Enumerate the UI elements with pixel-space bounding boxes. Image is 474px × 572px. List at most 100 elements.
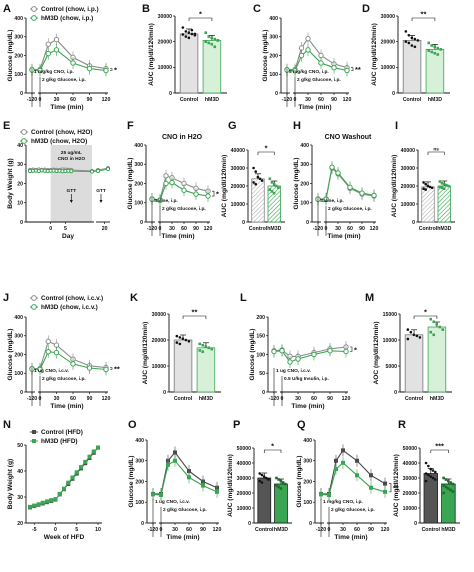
data-point-control [426, 184, 430, 188]
panel-letter: R [398, 419, 406, 431]
annotation: 2 g/kg Glucose, i.p. [328, 206, 372, 212]
data-point-control [418, 336, 422, 339]
data-point-control [413, 45, 417, 49]
data-point-hm3d_hfd [91, 449, 96, 454]
y-tick-label: 50 [259, 371, 265, 377]
data-point-control [433, 478, 437, 481]
y-tick-label: 0 [412, 220, 415, 226]
x-axis-label: Time (min) [166, 534, 199, 541]
annotation: 5 mg/kg CNO, i.p. [289, 69, 329, 75]
annotation: Saline, i.p. [154, 198, 178, 204]
data-point-hm3d [271, 348, 277, 355]
data-point-hm3d [440, 182, 444, 185]
significance-label: ns [433, 148, 439, 153]
data-point-hm3d_hfd [187, 475, 191, 480]
data-point-control [163, 173, 169, 179]
x-tick-label: 60 [354, 527, 360, 533]
data-point-control [404, 40, 408, 43]
x-tick-label: 0 [49, 226, 52, 232]
data-point-control [254, 182, 258, 186]
y-tick-label: 40000 [237, 461, 252, 467]
y-axis-label: AUC (mg/dl/120min) [391, 155, 398, 218]
sig-bracket [389, 483, 392, 493]
data-point-hm3d [204, 31, 208, 34]
data-point-hm3d [157, 197, 163, 204]
y-tick-label: 300 [303, 459, 312, 465]
y-tick-label: 30 [17, 162, 23, 168]
x-tick-label: 30 [295, 396, 301, 402]
data-point-hm3d [444, 183, 448, 187]
significance-label: * [354, 345, 357, 354]
data-point-control [258, 479, 262, 483]
data-point-hm3d [89, 169, 95, 174]
data-point-hm3d_hfd [40, 500, 45, 505]
x-tick-label: 30 [54, 97, 60, 103]
bar-hm3d [202, 39, 222, 94]
data-point-hm3d [268, 177, 272, 181]
y-tick-label: 0 [20, 91, 23, 97]
data-point-hm3d [103, 366, 109, 373]
y-axis-label: AUC (mg/dl/120min) [142, 322, 149, 385]
data-point-hm3d [444, 485, 448, 489]
y-tick-label: 10000 [231, 202, 246, 208]
x-tick-label: 60 [70, 396, 76, 402]
y-axis-label: Glucose (mg/dL) [127, 157, 134, 209]
series-line-hm3d [286, 49, 348, 72]
data-point-hm3d [45, 348, 51, 355]
data-point-hm3d [427, 41, 431, 45]
x-tick-label: 10 [95, 527, 101, 533]
data-point-control [181, 26, 185, 29]
y-tick-label: 100 [14, 72, 23, 78]
data-point-hm3d [270, 181, 274, 184]
y-tick-label: 150 [256, 334, 265, 340]
data-point-hm3d_hfd [334, 467, 338, 472]
data-point-hm3d [193, 191, 199, 197]
series-line-control [32, 340, 107, 370]
data-point-control [187, 31, 191, 34]
y-axis-label: AUC (mg/dl/120min) [371, 23, 378, 86]
y-tick-label: 20000 [401, 184, 416, 190]
data-point-hm3d [447, 184, 450, 188]
data-point-hm3d [69, 169, 74, 174]
x-tick-label: 90 [200, 527, 206, 533]
x-tick-label: 60 [311, 396, 317, 402]
series-line-hm3d [151, 181, 209, 202]
data-point-hm3d [436, 46, 440, 50]
data-point-hm3d [70, 60, 76, 66]
data-point-hm3d_hfd [151, 492, 155, 497]
panel-letter: Q [297, 419, 306, 431]
data-point-control [258, 472, 262, 475]
series-line-control [287, 37, 348, 71]
sig-bracket [411, 17, 436, 21]
y-tick-label: 10000 [381, 65, 396, 71]
x-axis-label: Week of HFD [44, 534, 85, 541]
annotation: 1 mg/kg CNO, i.p. [323, 499, 363, 505]
panel-letter: I [395, 120, 398, 132]
data-point-hm3d [216, 39, 220, 42]
significance-label: * [265, 144, 268, 153]
category-label: Control [174, 396, 193, 402]
y-tick-label: 20 [17, 181, 23, 187]
data-point-hm3d [207, 41, 211, 45]
data-point-hm3d [45, 50, 51, 57]
x-axis-label: Time (min) [50, 403, 83, 410]
legend-entry: hM3D (chow, H2O) [31, 138, 87, 145]
data-point-hm3d [429, 317, 433, 321]
data-point-control [260, 473, 264, 477]
x-tick-label: 120 [102, 97, 111, 103]
data-point-hm3d_hfd [62, 486, 66, 491]
y-tick-label: 20000 [231, 184, 246, 190]
data-point-control [407, 33, 411, 37]
y-tick-label: 20000 [152, 338, 167, 344]
category-label: Control [249, 226, 268, 232]
data-point-hm3d [274, 184, 278, 188]
data-point-hm3d_hfd [32, 439, 36, 443]
panel-letter: B [142, 3, 150, 15]
sig-bracket [257, 151, 275, 155]
x-tick-label: 120 [213, 527, 222, 533]
data-point-control [178, 336, 182, 339]
